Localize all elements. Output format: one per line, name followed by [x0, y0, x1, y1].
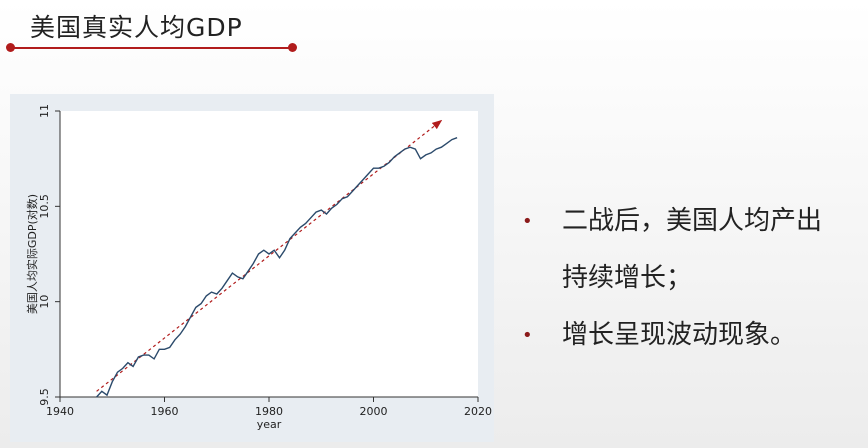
x-tick-label: 2000 — [360, 405, 388, 418]
bullet-item-1: • 二战后，美国人均产出 持续增长； — [522, 193, 862, 307]
underline-dot-right — [288, 43, 297, 52]
y-tick-label: 10.5 — [38, 194, 51, 219]
x-axis-ticks: 1940 1960 1980 2000 2020 — [46, 397, 492, 418]
bullet-marker: • — [522, 211, 533, 232]
y-axis-label: 美国人均实际GDP(对数) — [25, 194, 39, 314]
gdp-series-line — [96, 137, 458, 398]
y-tick-label: 9.5 — [38, 388, 51, 406]
x-axis-label: year — [257, 418, 282, 431]
x-tick-label: 1960 — [151, 405, 179, 418]
x-tick-label: 2020 — [464, 405, 492, 418]
y-axis-ticks: 9.5 10 10.5 11 — [38, 104, 60, 406]
gdp-line-chart: 1940 1960 1980 2000 2020 9.5 10 10.5 11 year 美国… — [25, 104, 492, 431]
bullet-1-line-2: 持续增长； — [562, 263, 693, 293]
trend-arrow-line — [96, 119, 443, 392]
y-tick-label: 11 — [38, 104, 51, 118]
bullet-marker: • — [522, 325, 533, 346]
underline-dot-left — [6, 43, 15, 52]
x-tick-label: 1980 — [255, 405, 283, 418]
bullet-item-2: • 增长呈现波动现象。 — [522, 307, 862, 364]
chart-panel: 1940 1960 1980 2000 2020 9.5 10 10.5 11 year 美国… — [10, 94, 494, 442]
bullet-1-line-1: 二战后，美国人均产出 — [562, 206, 823, 236]
bullet-list: • 二战后，美国人均产出 持续增长； • 增长呈现波动现象。 — [522, 193, 862, 364]
x-tick-label: 1940 — [46, 405, 74, 418]
slide-title: 美国真实人均GDP — [30, 13, 243, 42]
bullet-2-line-1: 增长呈现波动现象。 — [562, 320, 797, 350]
title-underline — [10, 47, 294, 49]
y-tick-label: 10 — [38, 295, 51, 309]
